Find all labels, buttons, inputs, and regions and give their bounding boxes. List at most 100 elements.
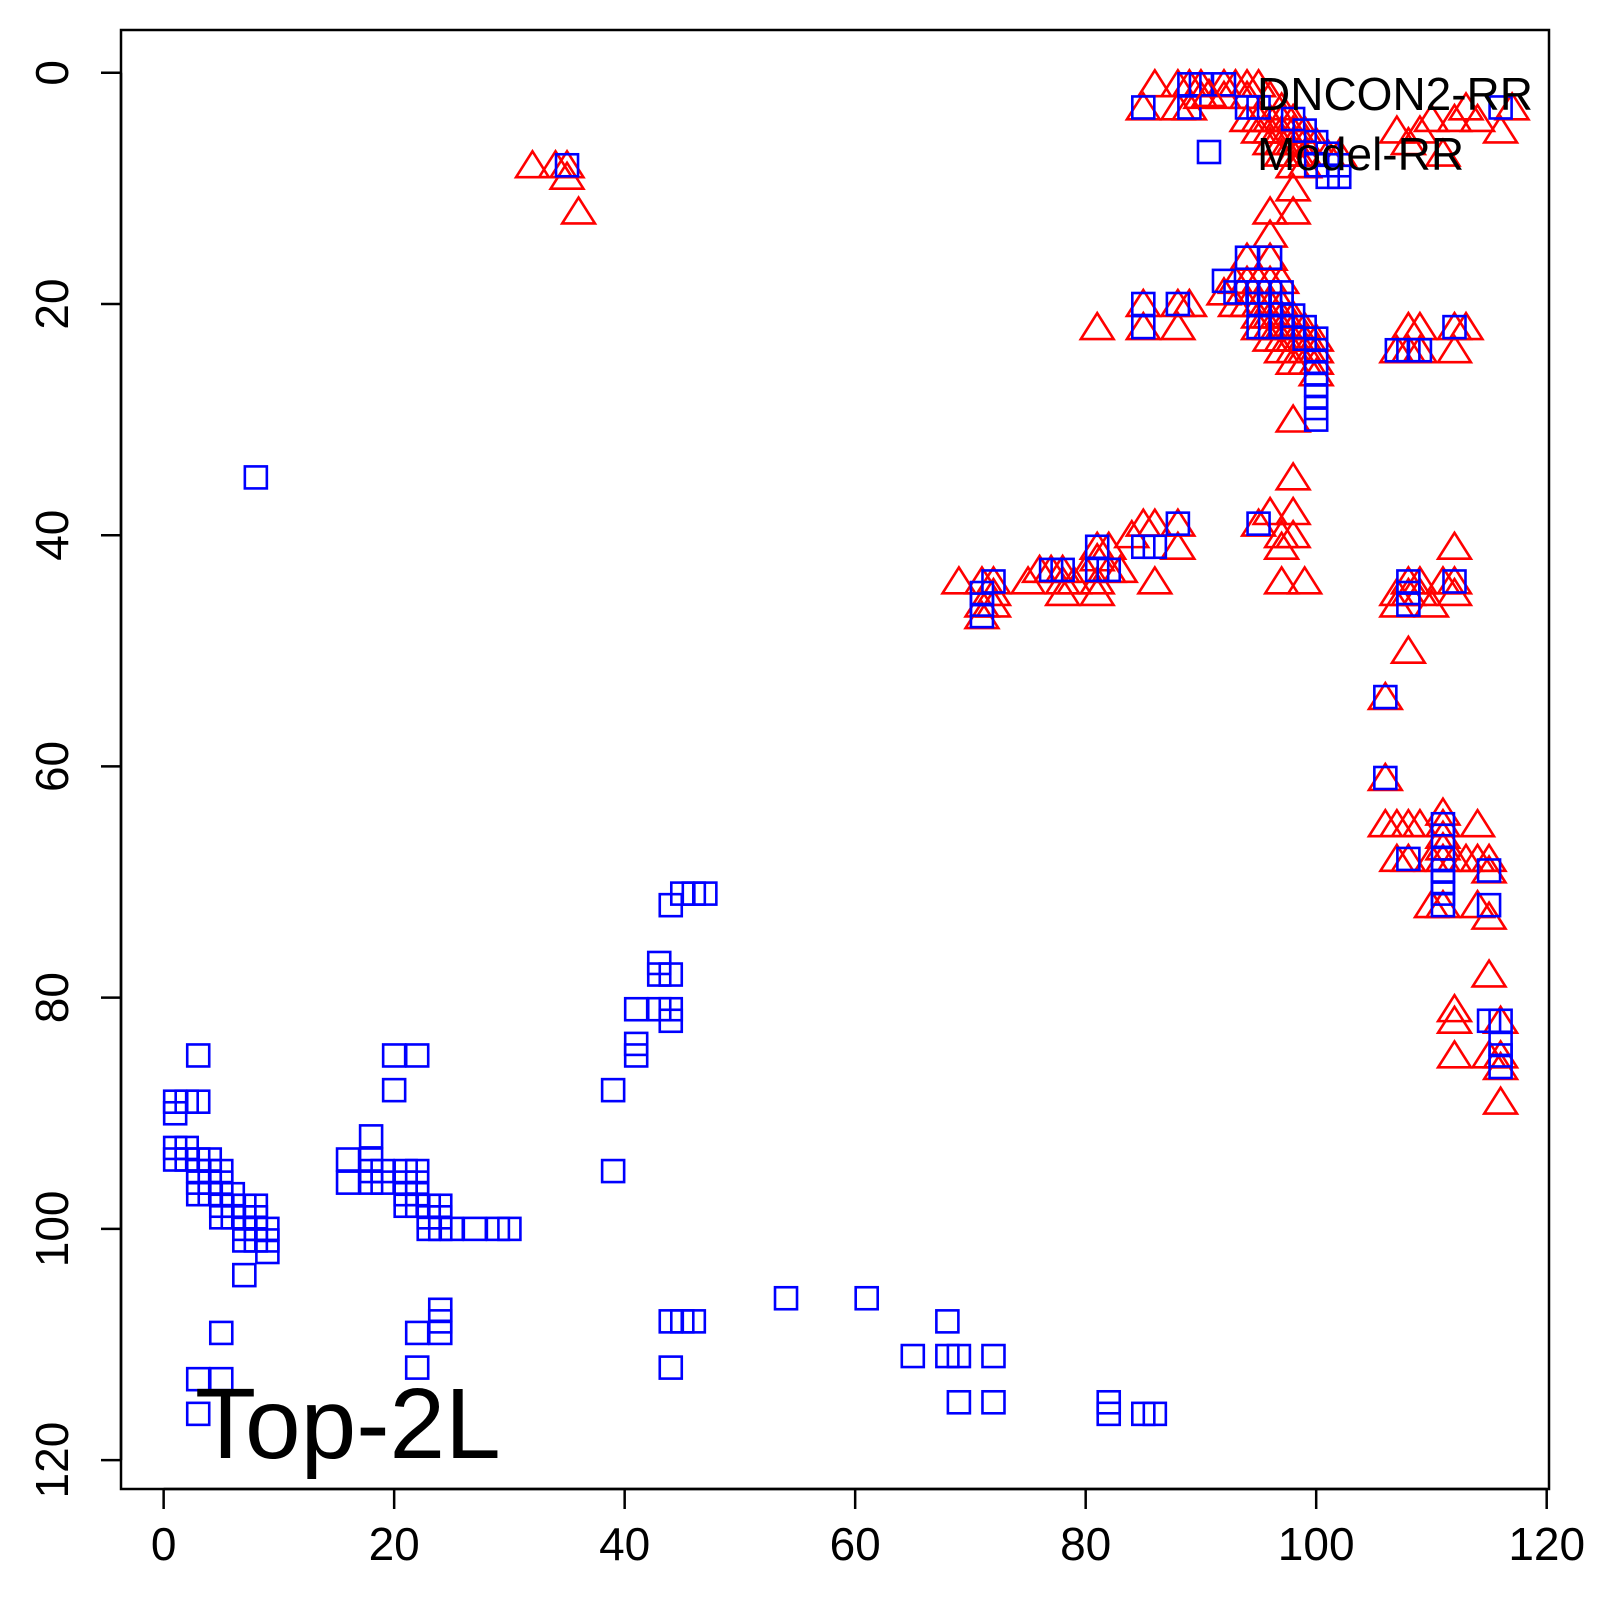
- x-tick-label: 60: [830, 1518, 881, 1570]
- model-rr-point: [162, 1100, 188, 1126]
- model-rr-point: [243, 465, 269, 490]
- model-rr-point: [1165, 511, 1191, 536]
- model-rr-point: [208, 1320, 234, 1346]
- dncon2-rr-point: [1412, 102, 1451, 133]
- dncon2-rr-point: [1435, 992, 1474, 1023]
- model-rr-point: [497, 1216, 522, 1242]
- model-rr-point: [1246, 511, 1271, 536]
- model-rr-point: [1142, 534, 1168, 560]
- dncon2-rr-point: [1424, 137, 1462, 167]
- x-tick-label: 120: [1508, 1518, 1585, 1570]
- model-rr-point: [1396, 846, 1421, 872]
- model-rr-point: [1396, 592, 1421, 617]
- x-tick-label: 40: [599, 1518, 650, 1570]
- model-rr-point: [854, 1285, 879, 1311]
- model-rr-point: [404, 1355, 430, 1380]
- model-rr-point: [1373, 765, 1398, 791]
- model-rr-point: [1442, 569, 1467, 594]
- dncon2-rr-point: [1274, 171, 1312, 202]
- model-rr-point: [1326, 164, 1352, 190]
- model-rr-point: [623, 1043, 649, 1068]
- dncon2-rr-point: [1159, 530, 1197, 560]
- dncon2-rr-point: [1458, 102, 1497, 133]
- y-tick-label: 0: [26, 60, 78, 86]
- dncon2-rr-point: [1435, 1004, 1474, 1034]
- dncon2-rr-point: [1401, 114, 1439, 144]
- dncon2-rr-point: [559, 195, 598, 225]
- model-rr-point: [658, 962, 684, 987]
- legend-marker-model-rr: [1196, 139, 1222, 165]
- model-rr-point: [1257, 245, 1283, 271]
- model-rr-point: [693, 881, 718, 906]
- dncon2-rr-point: [1481, 114, 1520, 144]
- dncon2-rr-point: [1274, 195, 1312, 225]
- dncon2-rr-point: [1389, 634, 1428, 665]
- model-rr-point: [1303, 407, 1329, 432]
- model-rr-point: [1050, 557, 1075, 583]
- model-rr-point: [404, 1043, 430, 1068]
- model-rr-point: [946, 1389, 972, 1415]
- model-rr-point: [1407, 337, 1433, 363]
- model-rr-point: [935, 1309, 960, 1334]
- dncon2-rr-point: [1481, 1085, 1520, 1115]
- model-rr-point: [600, 1158, 626, 1184]
- model-rr-point: [1096, 557, 1122, 583]
- x-axis: 0 20 40 60 80 100 120: [151, 1487, 1585, 1570]
- y-tick-label: 120: [26, 1422, 78, 1499]
- dncon2-rr-point: [1262, 565, 1301, 595]
- model-rr-point: [1373, 684, 1398, 710]
- x-tick-label: 100: [1278, 1518, 1355, 1570]
- model-rr-point: [1488, 95, 1513, 120]
- model-rr-point: [981, 1389, 1006, 1415]
- dncon2-rr-point: [1274, 460, 1312, 491]
- legend: DNCON2-RR Model-RR: [1190, 68, 1533, 180]
- dncon2-rr-point: [1251, 195, 1289, 225]
- x-tick-label: 20: [369, 1518, 420, 1570]
- model-rr-point: [1442, 314, 1467, 340]
- dncon2-rr-point: [513, 148, 552, 179]
- dncon2-rr-point: [1262, 530, 1301, 560]
- model-rr-point: [773, 1285, 799, 1311]
- model-rr-point: [600, 1077, 626, 1103]
- model-rr-point: [1488, 1054, 1513, 1080]
- dncon2-rr-point: [1389, 125, 1428, 156]
- model-rr-point: [185, 1043, 211, 1068]
- x-tick-label: 80: [1060, 1518, 1111, 1570]
- model-rr-point: [1131, 314, 1156, 340]
- model-rr-point: [208, 1366, 234, 1392]
- dncon2-rr-point: [1470, 958, 1508, 988]
- legend-marker-dncon2-rr: [1190, 77, 1228, 108]
- dncon2-rr-point: [1274, 403, 1312, 433]
- model-rr-point: [1165, 291, 1191, 317]
- model-rr-point: [1131, 95, 1156, 120]
- y-tick-label: 80: [26, 972, 78, 1023]
- dncon2-rr-point: [1078, 310, 1116, 341]
- panel-label-top-2l: Top-2L: [195, 1368, 501, 1480]
- model-rr-point: [1142, 1401, 1168, 1427]
- model-rr-point: [255, 1239, 280, 1265]
- model-rr-point: [658, 1355, 684, 1380]
- model-rr-point: [900, 1343, 926, 1369]
- model-rr-point: [658, 1008, 684, 1034]
- dncon2-rr-point: [1458, 807, 1497, 838]
- dncon2-rr-point: [1043, 576, 1082, 607]
- model-rr-point: [427, 1320, 453, 1346]
- dncon2-rr-point: [1435, 333, 1474, 364]
- y-tick-label: 60: [26, 741, 78, 792]
- dncon2-rr-point: [1435, 102, 1474, 133]
- model-rr-point: [1476, 892, 1502, 918]
- model-rr-point: [1430, 892, 1456, 918]
- legend-label-dncon2-rr: DNCON2-RR: [1257, 68, 1533, 120]
- model-rr-point: [381, 1077, 407, 1103]
- dncon2-rr-point: [940, 565, 978, 595]
- model-rr-point: [1476, 858, 1502, 883]
- model-rr-point: [1246, 95, 1271, 120]
- model-rr-point: [1177, 95, 1202, 120]
- dncon2-rr-point: [1470, 842, 1508, 873]
- model-rr-point: [681, 1309, 707, 1334]
- dncon2-rr-point: [1435, 1039, 1474, 1069]
- dncon2-rr-point: [1136, 565, 1174, 595]
- dncon2-rr-point: [1274, 518, 1312, 549]
